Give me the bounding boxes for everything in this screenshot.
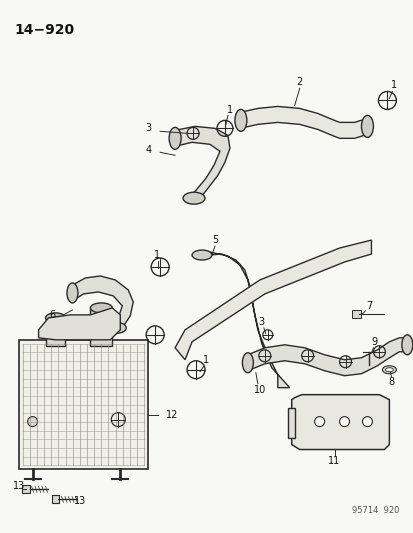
Text: 10: 10: [253, 385, 265, 394]
Text: 1: 1: [226, 106, 233, 116]
Ellipse shape: [183, 192, 204, 204]
Circle shape: [28, 417, 38, 426]
Bar: [45, 318, 65, 346]
Ellipse shape: [192, 250, 211, 260]
Text: 2: 2: [296, 77, 302, 87]
Circle shape: [314, 417, 324, 426]
Ellipse shape: [385, 368, 392, 372]
Bar: [51, 495, 59, 503]
Text: 13: 13: [74, 496, 86, 506]
Bar: [19, 340, 148, 470]
Circle shape: [362, 417, 372, 426]
Bar: [351, 310, 361, 318]
Text: 14−920: 14−920: [14, 22, 75, 37]
Polygon shape: [175, 126, 229, 198]
Text: 7: 7: [366, 301, 372, 311]
Polygon shape: [287, 408, 294, 438]
Bar: [21, 486, 29, 494]
Text: 6: 6: [49, 310, 55, 320]
Polygon shape: [291, 394, 389, 449]
Ellipse shape: [90, 303, 112, 313]
Polygon shape: [195, 252, 289, 387]
Ellipse shape: [361, 116, 373, 138]
Ellipse shape: [169, 127, 180, 149]
Polygon shape: [38, 308, 120, 340]
Text: 5: 5: [211, 235, 218, 245]
Text: 4: 4: [145, 146, 151, 155]
Ellipse shape: [67, 283, 78, 303]
Circle shape: [339, 417, 349, 426]
Text: 8: 8: [387, 377, 394, 387]
Ellipse shape: [106, 322, 126, 333]
Text: 12: 12: [166, 410, 178, 419]
Bar: [90, 308, 112, 346]
Text: 95714  920: 95714 920: [351, 506, 399, 515]
Ellipse shape: [401, 335, 412, 355]
Ellipse shape: [234, 109, 246, 131]
Polygon shape: [72, 276, 133, 328]
Text: 1: 1: [202, 355, 209, 365]
Text: 13: 13: [12, 481, 25, 491]
Ellipse shape: [242, 353, 253, 373]
Text: 1: 1: [154, 250, 160, 260]
Text: 3: 3: [145, 123, 151, 133]
Text: 9: 9: [370, 337, 377, 347]
Polygon shape: [239, 107, 367, 139]
Ellipse shape: [45, 313, 65, 323]
Text: 3: 3: [258, 317, 264, 327]
Polygon shape: [247, 338, 406, 376]
Text: 11: 11: [328, 456, 340, 466]
Text: 1: 1: [390, 80, 396, 91]
Ellipse shape: [382, 366, 395, 374]
Polygon shape: [175, 240, 370, 360]
